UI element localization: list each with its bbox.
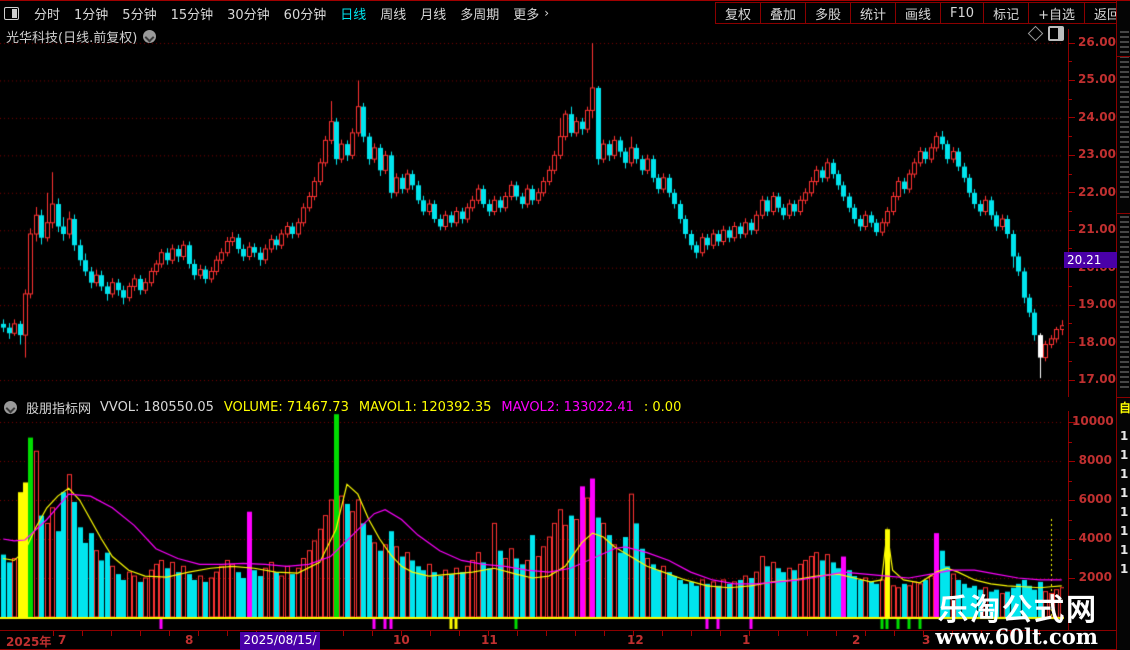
indicator-field-0: VVOL: 180550.05 bbox=[100, 400, 214, 415]
toolbar-item-7[interactable]: 周线 bbox=[380, 7, 407, 23]
watermark-site-name: 乐淘公式网 bbox=[938, 593, 1098, 628]
indicator-header: 股朋指标网 VVOL: 180550.05 VOLUME: 71467.73 MAV… bbox=[4, 398, 681, 417]
watermark-url: www.60lt.com bbox=[935, 624, 1098, 649]
strip-divider bbox=[1117, 397, 1130, 398]
indicator-field-1: VOLUME: 71467.73 bbox=[223, 400, 349, 415]
price-axis-label: 24.00 bbox=[1078, 109, 1116, 124]
strip-digit: 1 bbox=[1120, 486, 1129, 500]
month-label-5: 1 bbox=[742, 633, 751, 647]
month-label-4: 12 bbox=[627, 633, 644, 647]
toolbar-item-2[interactable]: 5分钟 bbox=[122, 7, 157, 23]
volume-axis-label: 4000 bbox=[1078, 531, 1112, 545]
strip-digit: 1 bbox=[1120, 448, 1129, 462]
indicator-values: VVOL: 180550.05 VOLUME: 71467.73 MAVOL1: 1… bbox=[100, 400, 681, 415]
toolbar-item-9[interactable]: 多周期 bbox=[460, 7, 500, 23]
strip-text-deco bbox=[1120, 31, 1129, 201]
toolbar-right: 复权 叠加 多股 统计 画线 F10 标记 +自选 返回 bbox=[714, 2, 1130, 24]
month-label-1: 8 bbox=[185, 633, 194, 647]
chart-corner-icons bbox=[1027, 25, 1064, 42]
collapse-main-chart-icon[interactable] bbox=[143, 30, 157, 43]
toolbar-item-8[interactable]: 月线 bbox=[420, 7, 447, 23]
strip-digit: 1 bbox=[1120, 429, 1129, 443]
price-axis-label: 26.00 bbox=[1078, 35, 1116, 49]
toolbar-button-0[interactable]: 复权 bbox=[714, 2, 760, 24]
strip-auto-label: 自 bbox=[1119, 401, 1130, 415]
month-label-0: 7 bbox=[58, 633, 67, 647]
price-axis-label: 19.00 bbox=[1078, 297, 1116, 312]
window-layout-icon[interactable] bbox=[4, 6, 19, 20]
volume-chart-canvas[interactable] bbox=[0, 411, 1064, 631]
toolbar-button-4[interactable]: 画线 bbox=[895, 2, 941, 24]
price-axis-label: 17.00 bbox=[1078, 372, 1116, 387]
price-axis-label: 25.00 bbox=[1078, 72, 1116, 87]
main-chart-canvas[interactable] bbox=[0, 29, 1064, 401]
strip-text-deco bbox=[1120, 216, 1129, 391]
strip-digit: 1 bbox=[1120, 562, 1129, 576]
current-price-badge: 20.21 bbox=[1064, 251, 1117, 268]
top-toolbar: 分时 1分钟 5分钟 15分钟 30分钟 60分钟 日线 周线 月线 多周期 更多 › 复权 叠加 多股… bbox=[0, 2, 1130, 24]
indicator-field-4: : 0.00 bbox=[643, 400, 682, 415]
volume-axis-label: 6000 bbox=[1078, 492, 1112, 506]
toolbar-item-10[interactable]: 更多 bbox=[513, 7, 540, 23]
collapse-indicator-icon[interactable] bbox=[4, 401, 17, 414]
right-side-strip[interactable]: 自 1 1 1 1 1 1 1 1 bbox=[1116, 1, 1130, 650]
panel-toggle-icon[interactable] bbox=[1048, 26, 1064, 41]
strip-digit: 1 bbox=[1120, 543, 1129, 557]
volume-axis-label: 2000 bbox=[1078, 570, 1112, 584]
toolbar-item-4[interactable]: 30分钟 bbox=[227, 7, 270, 23]
toolbar-button-6[interactable]: 标记 bbox=[983, 2, 1029, 24]
strip-digit: 1 bbox=[1120, 467, 1129, 481]
axis-year-label: 2025年 bbox=[6, 635, 52, 649]
month-label-7: 3 bbox=[922, 633, 931, 647]
watermark: 乐淘公式网 www.60lt.com bbox=[935, 596, 1098, 648]
strip-divider bbox=[1117, 213, 1130, 214]
more-chevron-icon[interactable]: › bbox=[544, 6, 550, 20]
selected-date-badge: 2025/08/15/五 bbox=[240, 632, 320, 650]
month-label-2: 10 bbox=[393, 633, 410, 647]
diamond-icon[interactable] bbox=[1027, 25, 1044, 42]
volume-axis-label: 10000 bbox=[1072, 414, 1114, 428]
price-axis-label: 21.00 bbox=[1078, 222, 1116, 237]
toolbar-item-5[interactable]: 60分钟 bbox=[283, 7, 327, 23]
month-label-6: 2 bbox=[852, 633, 861, 647]
price-axis-label: 23.00 bbox=[1078, 147, 1116, 162]
price-axis-label: 22.00 bbox=[1078, 184, 1116, 199]
strip-digit: 1 bbox=[1120, 524, 1129, 538]
axis-top-line bbox=[0, 630, 1130, 631]
strip-divider bbox=[1117, 56, 1130, 57]
price-axis-label: 18.00 bbox=[1078, 334, 1116, 349]
toolbar-button-7[interactable]: +自选 bbox=[1028, 2, 1084, 24]
indicator-field-2: MAVOL1: 120392.35 bbox=[358, 400, 492, 415]
toolbar-button-1[interactable]: 叠加 bbox=[759, 2, 805, 24]
toolbar-button-2[interactable]: 多股 bbox=[804, 2, 850, 24]
toolbar-item-3[interactable]: 15分钟 bbox=[170, 7, 214, 23]
toolbar-button-5[interactable]: F10 bbox=[940, 2, 984, 24]
toolbar-item-0[interactable]: 分时 bbox=[34, 7, 61, 23]
month-label-3: 11 bbox=[481, 633, 498, 647]
indicator-field-3: MAVOL2: 133022.41 bbox=[501, 400, 634, 415]
volume-axis-label: 8000 bbox=[1078, 453, 1112, 467]
chart-title-row: 光华科技(日线.前复权) bbox=[6, 27, 157, 46]
page-title: 光华科技(日线.前复权) bbox=[6, 31, 138, 46]
indicator-name[interactable]: 股朋指标网 bbox=[26, 402, 92, 417]
toolbar-item-6[interactable]: 日线 bbox=[340, 7, 367, 23]
strip-digit: 1 bbox=[1120, 505, 1129, 519]
toolbar-left: 分时 1分钟 5分钟 15分钟 30分钟 60分钟 日线 周线 月线 多周期 更多 bbox=[27, 4, 546, 23]
toolbar-item-1[interactable]: 1分钟 bbox=[74, 7, 109, 23]
toolbar-button-3[interactable]: 统计 bbox=[850, 2, 896, 24]
